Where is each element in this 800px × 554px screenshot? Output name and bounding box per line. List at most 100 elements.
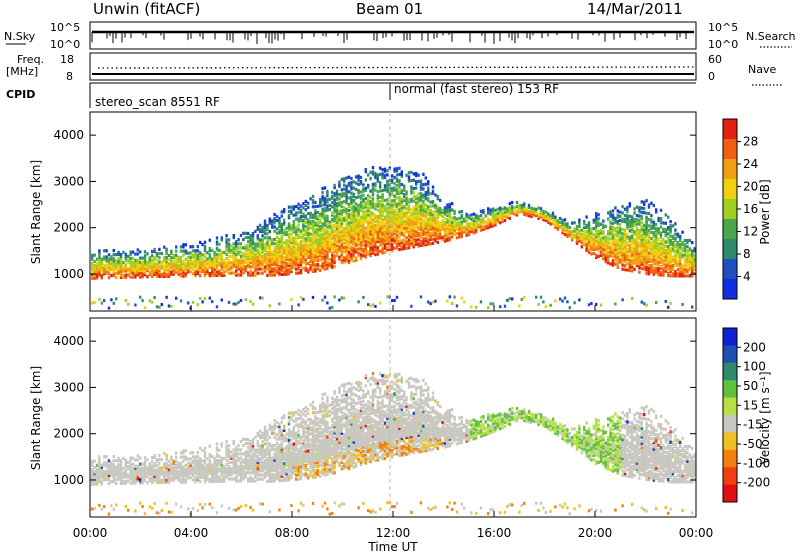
power-cell (146, 266, 149, 270)
power-cell (117, 271, 120, 275)
power-cell (251, 240, 255, 244)
velocity-cell (199, 473, 202, 478)
power-cell (347, 242, 351, 246)
velocity-cell (225, 467, 228, 471)
power-cell (640, 233, 643, 237)
power-cell (376, 217, 379, 221)
power-cell (621, 298, 624, 302)
power-cell (357, 253, 360, 257)
power-cell (124, 273, 127, 277)
power-cell (304, 199, 307, 203)
power-cell (283, 233, 286, 237)
power-cell (628, 218, 631, 223)
power-cell (395, 233, 399, 237)
power-cell (304, 241, 307, 245)
power-cell (659, 273, 663, 277)
power-cell (285, 245, 288, 249)
power-cell (326, 189, 329, 193)
power-cell (232, 271, 235, 275)
power-cell (352, 215, 355, 219)
power-cell (335, 251, 339, 256)
power-cell (271, 254, 274, 258)
power-cell (357, 224, 360, 228)
power-cell (645, 217, 648, 221)
velocity-cell (117, 458, 120, 463)
power-cell (220, 298, 223, 302)
power-cell (371, 251, 375, 255)
power-cell (93, 253, 96, 257)
power-cell (290, 259, 293, 263)
power-cell (398, 212, 401, 216)
power-cell (227, 265, 231, 269)
power-cell (367, 231, 370, 235)
power-cell (434, 235, 437, 239)
power-cell (655, 222, 658, 227)
power-cell (465, 212, 468, 216)
power-cell (626, 220, 629, 224)
power-cell (273, 271, 276, 275)
velocity-cell (182, 465, 185, 470)
power-cell (227, 250, 231, 254)
power-cell (263, 261, 267, 265)
power-cell (314, 246, 317, 250)
power-cell (381, 205, 384, 209)
nsearch-tick-bottom: 10^0 (708, 38, 738, 51)
power-cell (220, 273, 223, 277)
power-cell (297, 211, 300, 215)
power-cell (153, 272, 156, 277)
power-cell (391, 199, 394, 203)
power-cell (143, 258, 147, 262)
power-cell (280, 245, 283, 249)
power-cell (105, 249, 108, 253)
power-cell (434, 233, 437, 237)
power-cell (278, 256, 281, 260)
power-cell (326, 219, 329, 223)
velocity-cell (122, 473, 125, 477)
power-cell (619, 229, 622, 233)
power-cell (674, 274, 677, 278)
power-cell (491, 207, 495, 211)
power-cell (275, 241, 279, 246)
velocity-cell (91, 463, 94, 467)
power-cell (297, 223, 300, 227)
power-cell (623, 265, 627, 270)
velocity-cell (201, 475, 204, 480)
power-cell (278, 302, 281, 306)
velocity-cell (170, 455, 173, 459)
power-cell (427, 211, 430, 215)
power-cell (307, 270, 310, 274)
power-cell (604, 260, 607, 264)
power-cell (487, 219, 490, 223)
power-cell (261, 259, 264, 263)
power-cell (621, 238, 624, 242)
power-cell (669, 265, 672, 269)
power-cell (295, 238, 298, 242)
nave-tick-top: 60 (708, 53, 722, 66)
power-cell (100, 268, 103, 272)
power-cell (187, 270, 190, 274)
power-cell (357, 209, 360, 214)
power-cell (688, 274, 691, 278)
power-cell (676, 272, 679, 276)
power-cell (391, 220, 394, 224)
power-cell (628, 264, 631, 268)
power-cell (652, 231, 655, 235)
velocity-cell (184, 474, 187, 478)
power-cell (400, 197, 403, 201)
power-cell (357, 212, 360, 216)
power-cell (199, 270, 202, 274)
power-cell (616, 253, 619, 257)
velocity-cell (247, 458, 250, 462)
power-cell (434, 237, 437, 241)
power-cell (244, 298, 247, 301)
power-cell (376, 190, 379, 194)
power-cell (415, 180, 418, 184)
power-cell (640, 246, 643, 250)
power-cell (580, 234, 583, 238)
velocity-cell (237, 469, 240, 473)
power-cell (307, 205, 310, 209)
power-cell (439, 227, 442, 232)
power-cell (381, 247, 384, 251)
velocity-cell (107, 512, 111, 516)
power-cell (299, 250, 303, 254)
